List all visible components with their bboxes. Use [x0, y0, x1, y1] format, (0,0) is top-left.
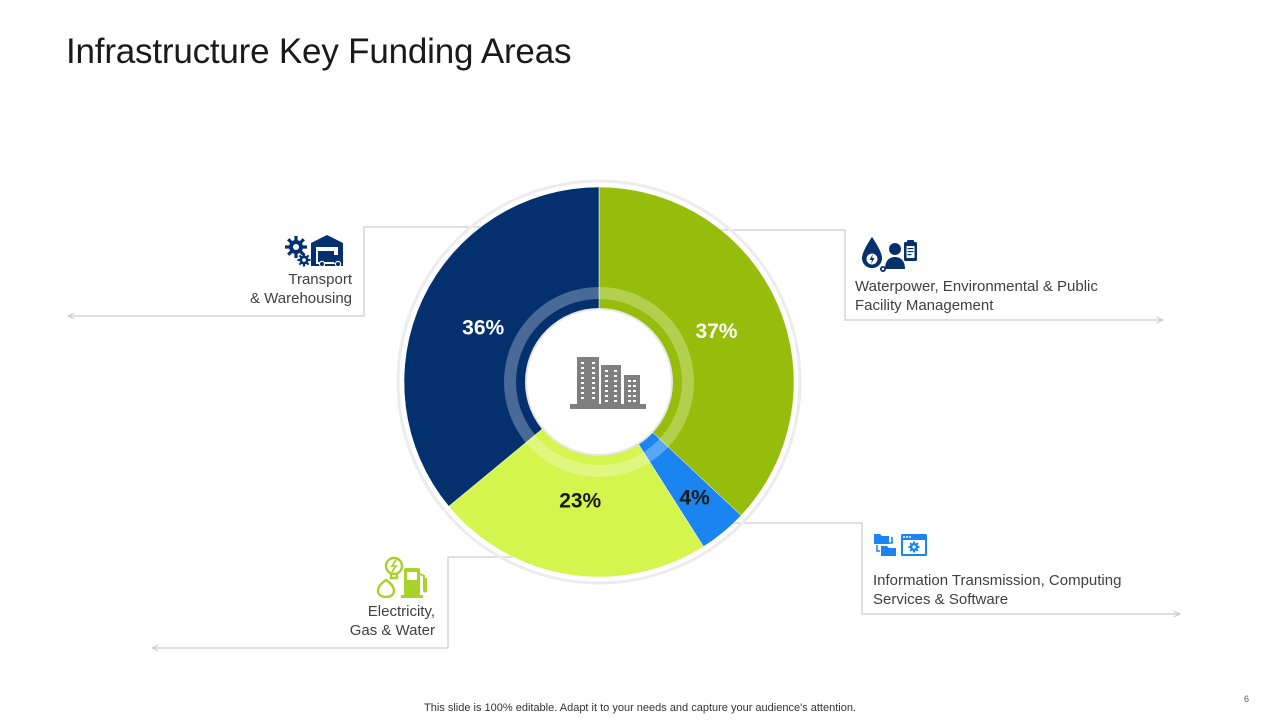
donut-inner-ring: [504, 287, 694, 477]
buildings-icon: [570, 357, 646, 409]
transport-warehousing-label: Transport & Warehousing: [250, 270, 352, 308]
information-transmission-label: Information Transmission, Computing Serv…: [873, 571, 1121, 609]
electricity-label-line2: Gas & Water: [349, 622, 435, 639]
lightbulb-fuel-pump-icon: [374, 554, 430, 603]
page-number: 6: [1244, 694, 1250, 704]
waterpower-environmental-label: Waterpower, Environmental & Public Facil…: [855, 277, 1098, 315]
donut-outer-halo: [396, 179, 802, 585]
waterpower-label-line1: Waterpower, Environmental & Public: [855, 278, 1098, 295]
slice-value-labels: 37% 4% 23% 36%: [462, 317, 738, 513]
waterpower-label-line2: Facility Management: [855, 297, 994, 314]
gear-warehouse-truck-icon: [285, 233, 355, 274]
information-label-line1: Information Transmission, Computing: [873, 572, 1122, 589]
leader-line: [686, 229, 1163, 320]
donut-center-border: [525, 308, 673, 456]
donut-slices: [396, 179, 802, 585]
folders-browser-gear-icon: [873, 531, 929, 564]
slice-value-label: 36%: [462, 317, 504, 340]
slice-value-label: 4%: [679, 487, 710, 510]
information-label-line2: Services & Software: [873, 591, 1009, 608]
water-drop-people-clipboard-icon: [860, 235, 920, 280]
transport-label-line2: & Warehousing: [250, 290, 352, 307]
leader-line: [68, 226, 522, 316]
footer-note: This slide is 100% editable. Adapt it to…: [424, 702, 856, 714]
transport-label-line1: Transport: [288, 271, 352, 288]
electricity-gas-water-label: Electricity, Gas & Water: [350, 602, 435, 640]
slice-value-label: 23%: [559, 490, 601, 513]
electricity-label-line1: Electricity,: [367, 603, 435, 620]
page-title: Infrastructure Key Funding Areas: [66, 32, 572, 71]
leader-line: [703, 522, 1180, 614]
slice-value-label: 37%: [695, 320, 737, 343]
